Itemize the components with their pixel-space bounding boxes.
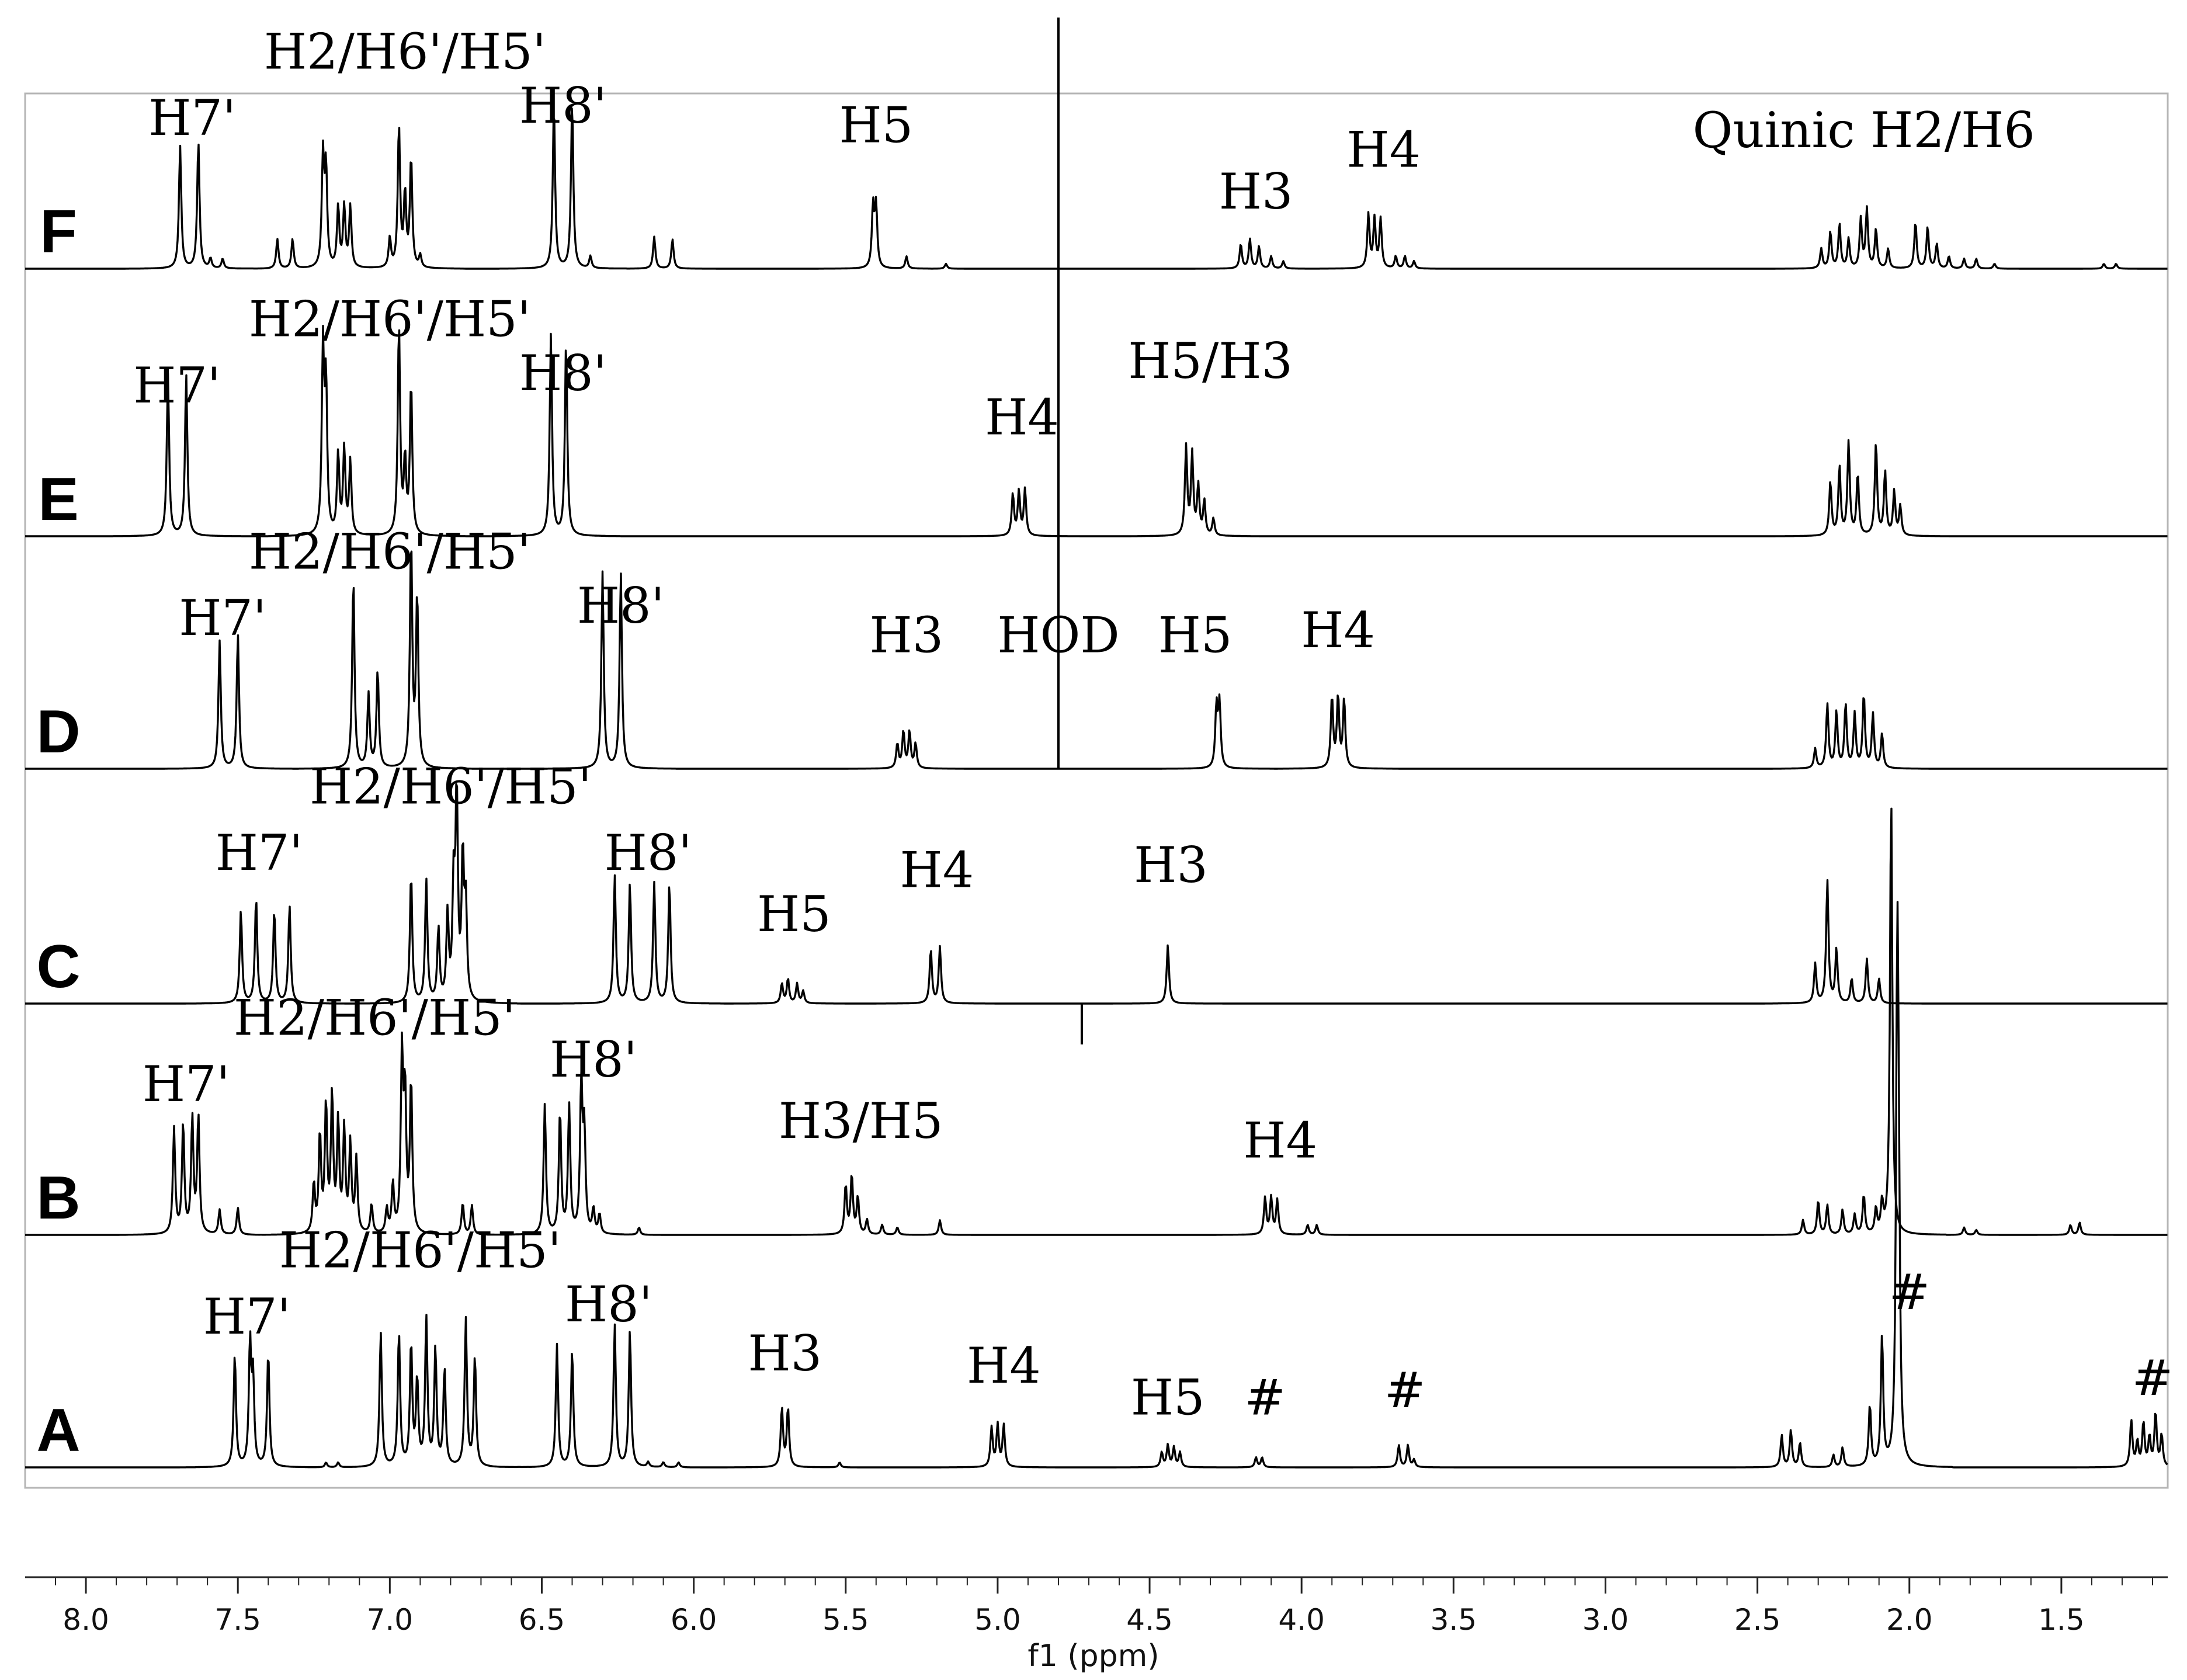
peak-label: H4 — [900, 841, 974, 898]
peak-label: H3 — [1219, 163, 1293, 220]
peak-label: H5/H3 — [1128, 332, 1293, 390]
spectrum-trace-E — [25, 325, 2168, 537]
peak-label: H8' — [519, 77, 607, 134]
peak-label: H8' — [565, 1276, 652, 1333]
spectrum-trace-C — [25, 783, 2168, 1005]
x-tick-label: 7.5 — [214, 1603, 261, 1637]
peak-label: H5 — [839, 97, 913, 154]
peak-label: HOD — [997, 606, 1119, 664]
peak-label: H5 — [1158, 606, 1233, 664]
spectrum-trace-A — [25, 901, 2168, 1469]
peak-label: # — [1384, 1362, 1425, 1419]
peak-label: H2/H6'/H5' — [249, 523, 531, 581]
peak-label: # — [1245, 1369, 1286, 1426]
x-axis: 8.0 7.5 7.0 6.5 6.0 5.5 5.0 4.5 4.0 3.5 3.0 2.5 2.0 1… — [25, 1576, 2168, 1674]
peak-label: H8' — [605, 824, 692, 881]
x-axis-ticks: 8.0 7.5 7.0 6.5 6.0 5.5 5.0 4.5 4.0 3.5 3.0 2.5 2.0 1… — [55, 1577, 2153, 1637]
peak-label: H3 — [869, 606, 943, 664]
panel-letters: F E D C B A — [36, 198, 80, 1464]
peak-label: H7' — [216, 824, 303, 881]
peak-label: H8' — [577, 577, 665, 634]
x-tick-label: 3.0 — [1582, 1603, 1629, 1637]
peak-label: H3/H5 — [779, 1092, 943, 1150]
peak-label: # — [2132, 1349, 2173, 1407]
plot-area-frame — [24, 92, 2169, 1489]
panel-letter-A: A — [36, 1397, 80, 1464]
x-tick-label: 6.0 — [671, 1603, 717, 1637]
x-tick-label: 5.5 — [822, 1603, 869, 1637]
peak-label: H8' — [519, 345, 607, 402]
peak-label: # — [1889, 1264, 1930, 1321]
peak-label: H4 — [967, 1337, 1041, 1394]
panel-letter-F: F — [40, 198, 77, 266]
peak-label: H4 — [1301, 602, 1375, 659]
peak-label: H7' — [203, 1288, 291, 1345]
x-tick-label: 5.0 — [974, 1603, 1021, 1637]
peak-label: H7' — [133, 357, 221, 414]
panel-letter-B: B — [36, 1164, 80, 1232]
spectrum-trace-D — [25, 550, 2168, 770]
spectrum-trace-B — [25, 807, 2168, 1236]
x-axis-title: f1 (ppm) — [1027, 1639, 1159, 1674]
peak-label: H7' — [148, 89, 236, 147]
peak-label: H2/H6'/H5' — [264, 23, 546, 81]
peak-label: H3 — [1134, 836, 1208, 894]
peak-label: H4 — [985, 389, 1059, 446]
x-tick-label: 3.5 — [1431, 1603, 1477, 1637]
panel-letter-C: C — [36, 933, 80, 1001]
spectrum-traces — [25, 18, 2168, 1469]
peak-label: H7' — [179, 589, 266, 647]
peak-label: H8' — [550, 1031, 637, 1088]
x-tick-label: 7.0 — [367, 1603, 414, 1637]
x-tick-label: 2.5 — [1734, 1603, 1781, 1637]
peak-label: H7' — [143, 1056, 230, 1113]
peak-label: H5 — [757, 886, 831, 943]
x-tick-label: 1.5 — [2038, 1603, 2085, 1637]
x-tick-label: 6.5 — [519, 1603, 565, 1637]
peak-label: H4 — [1243, 1112, 1317, 1169]
x-tick-label: 2.0 — [1886, 1603, 1933, 1637]
x-tick-label: 8.0 — [63, 1603, 109, 1637]
peak-label: H3 — [748, 1325, 822, 1382]
x-tick-label: 4.0 — [1278, 1603, 1325, 1637]
panel-letter-E: E — [38, 466, 78, 533]
peak-label: Quinic H2/H6 — [1693, 102, 2035, 159]
panel-letter-D: D — [36, 698, 80, 766]
spectrum-trace-F — [25, 107, 2168, 270]
x-tick-label: 4.5 — [1126, 1603, 1173, 1637]
peak-label: H4 — [1346, 122, 1421, 179]
peak-label: H2/H6'/H5' — [249, 291, 531, 348]
peak-label: H2/H6'/H5' — [279, 1222, 561, 1279]
peak-label: H5 — [1131, 1369, 1205, 1426]
peak-label: H2/H6'/H5' — [234, 990, 516, 1047]
peak-label: H2/H6'/H5' — [310, 758, 592, 815]
